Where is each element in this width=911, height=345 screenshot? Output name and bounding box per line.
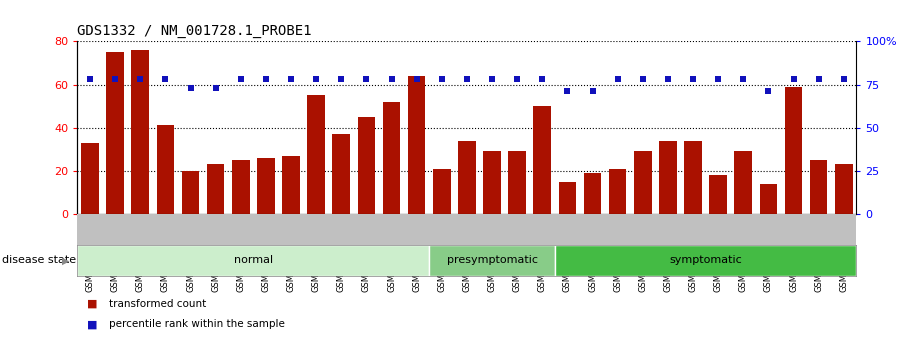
Bar — [584, 173, 601, 214]
Text: ▶: ▶ — [62, 256, 69, 265]
Point — [283, 77, 298, 82]
Bar — [77, 245, 429, 276]
Point — [409, 77, 424, 82]
Point — [459, 77, 474, 82]
Bar — [659, 141, 677, 214]
Bar — [433, 169, 451, 214]
Point — [435, 77, 449, 82]
Bar — [333, 134, 350, 214]
Text: ■: ■ — [87, 299, 97, 308]
Bar — [157, 126, 174, 214]
Text: disease state: disease state — [2, 256, 76, 265]
Bar — [181, 171, 200, 214]
Bar — [760, 184, 777, 214]
Bar — [810, 160, 827, 214]
Bar — [257, 158, 275, 214]
Bar — [734, 151, 752, 214]
Point — [660, 77, 675, 82]
Bar — [207, 164, 224, 214]
Bar — [684, 141, 701, 214]
Text: ■: ■ — [87, 319, 97, 329]
Point — [159, 77, 173, 82]
Bar — [383, 102, 400, 214]
Point — [183, 85, 198, 91]
Bar — [835, 164, 853, 214]
Point — [836, 77, 851, 82]
Text: presymptomatic: presymptomatic — [446, 256, 537, 265]
Bar — [429, 245, 555, 276]
Bar — [609, 169, 627, 214]
Point — [259, 77, 273, 82]
Bar — [107, 52, 124, 214]
Bar — [784, 87, 803, 214]
Point — [359, 77, 374, 82]
Bar — [358, 117, 375, 214]
Point — [334, 77, 349, 82]
Bar — [131, 50, 149, 214]
Text: symptomatic: symptomatic — [670, 256, 742, 265]
Point — [309, 77, 323, 82]
Bar — [232, 160, 250, 214]
Point — [535, 77, 549, 82]
Point — [510, 77, 525, 82]
Point — [686, 77, 701, 82]
Point — [233, 77, 248, 82]
Point — [209, 85, 223, 91]
Bar — [307, 95, 325, 214]
Point — [761, 89, 775, 94]
Bar — [508, 151, 526, 214]
Bar — [458, 141, 476, 214]
Point — [133, 77, 148, 82]
Bar — [81, 143, 98, 214]
Point — [636, 77, 650, 82]
Point — [560, 89, 575, 94]
Point — [83, 77, 97, 82]
Point — [384, 77, 399, 82]
Text: GDS1332 / NM_001728.1_PROBE1: GDS1332 / NM_001728.1_PROBE1 — [77, 24, 312, 38]
Point — [610, 77, 625, 82]
Point — [736, 77, 751, 82]
Text: percentile rank within the sample: percentile rank within the sample — [109, 319, 285, 329]
Point — [711, 77, 725, 82]
Bar — [558, 181, 576, 214]
Text: transformed count: transformed count — [109, 299, 207, 308]
Bar — [534, 106, 551, 214]
Point — [585, 89, 599, 94]
Bar — [408, 76, 425, 214]
Bar — [282, 156, 300, 214]
Point — [812, 77, 826, 82]
Bar — [555, 245, 856, 276]
Point — [485, 77, 499, 82]
Point — [786, 77, 801, 82]
Bar — [483, 151, 501, 214]
Text: normal: normal — [234, 256, 273, 265]
Bar — [710, 175, 727, 214]
Bar — [634, 151, 651, 214]
Point — [107, 77, 122, 82]
